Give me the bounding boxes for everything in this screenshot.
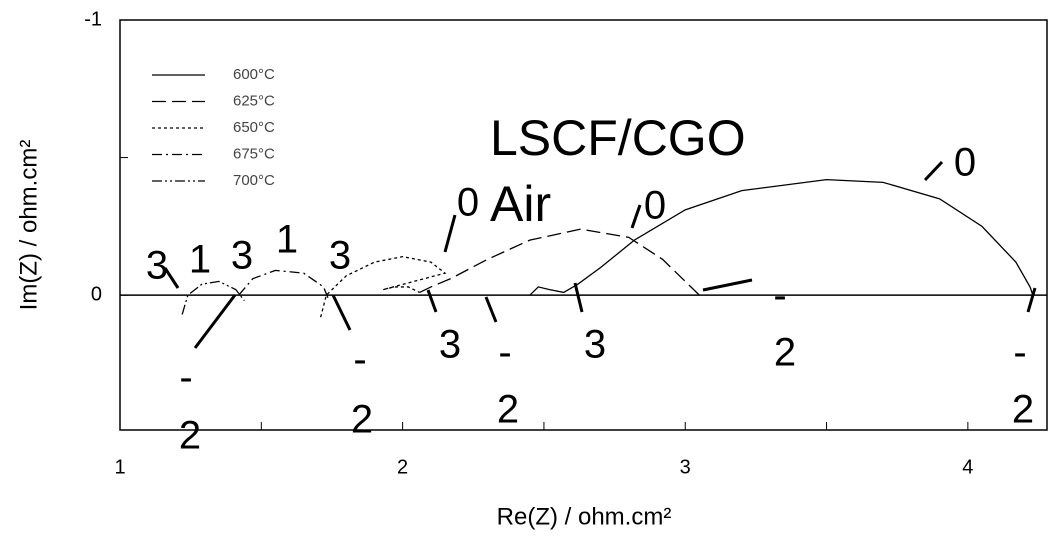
annotation: 2 (1012, 388, 1034, 432)
marker-line (1026, 287, 1037, 313)
y-axis-label: Im(Z) / ohm.cm² (15, 140, 42, 311)
marker-line (630, 204, 642, 229)
marker-line (702, 278, 753, 292)
x-axis-label: Re(Z) / ohm.cm² (497, 503, 672, 530)
marker-line (443, 214, 457, 253)
marker-line (426, 289, 438, 313)
marker-line (193, 294, 237, 349)
marker-line (484, 296, 498, 323)
annotation: 3 (329, 234, 351, 278)
annotation: 1 (276, 218, 298, 262)
legend-label: 675°C (233, 145, 275, 162)
annotation: 0 (457, 181, 479, 225)
annotation: - (179, 356, 192, 400)
annotation: - (498, 331, 511, 375)
legend-label: 650°C (233, 119, 275, 136)
annotation: 3 (584, 323, 606, 367)
annotation: 2 (351, 398, 373, 442)
annotation: 2 (497, 388, 519, 432)
annotation: 2 (179, 414, 201, 458)
legend-label: 600°C (233, 66, 275, 83)
series-line (238, 269, 330, 301)
x-tick-label: 3 (680, 456, 691, 478)
series-line (181, 280, 245, 315)
marker-line (331, 294, 352, 331)
legend-label: 700°C (233, 172, 275, 189)
plot-frame (119, 19, 1048, 431)
frequency-markers (163, 160, 1037, 349)
annotation: 3 (439, 323, 461, 367)
annotation: - (1013, 331, 1026, 375)
series-line (320, 255, 447, 318)
annotation: 0 (954, 141, 976, 185)
annotation: 3 (146, 244, 168, 288)
marker-line (163, 267, 180, 289)
annotation: - (353, 338, 366, 382)
x-tick-label: 1 (114, 456, 125, 478)
series-line (529, 178, 1034, 296)
annotation: 2 (774, 331, 796, 375)
y-tick-label: -1 (84, 8, 102, 30)
annotation: - (773, 274, 786, 318)
x-tick-label: 2 (397, 456, 408, 478)
annotation: 1 (189, 238, 211, 282)
legend-label: 625°C (233, 92, 275, 109)
y-tick-label: 0 (91, 283, 102, 305)
x-tick-label: 4 (962, 456, 973, 478)
annotation: Air (490, 176, 551, 232)
series-line (419, 228, 700, 296)
marker-line (573, 282, 584, 313)
annotation: 0 (644, 184, 666, 228)
annotation: LSCF/CGO (490, 110, 746, 166)
annotation: 3 (231, 234, 253, 278)
marker-line (923, 160, 944, 182)
